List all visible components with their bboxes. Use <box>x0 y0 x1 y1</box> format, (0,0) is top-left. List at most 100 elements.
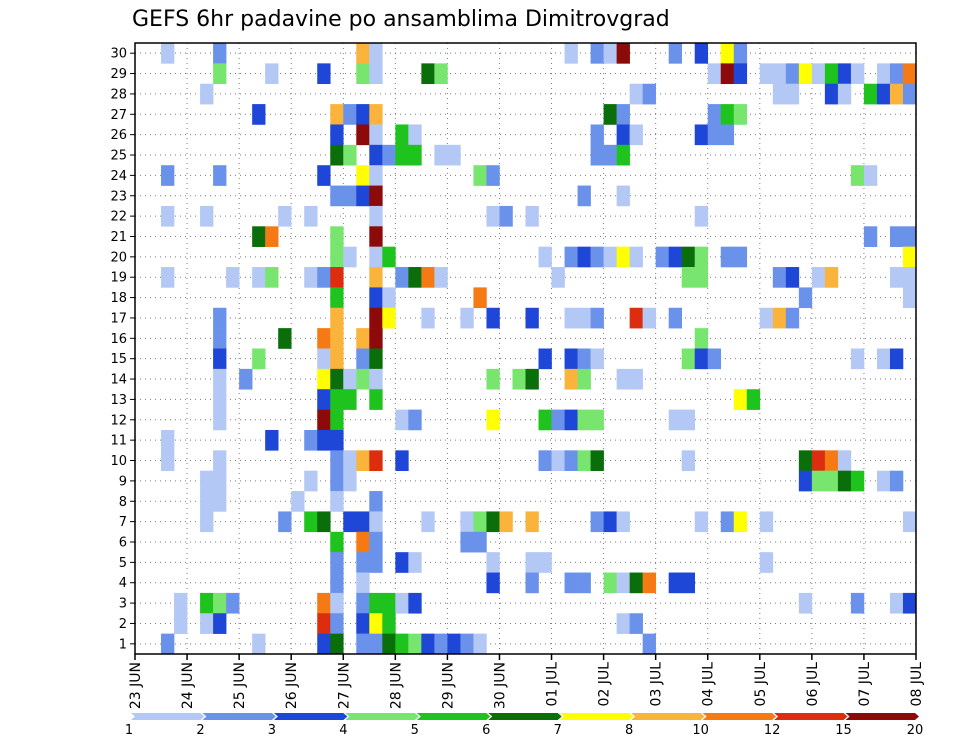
data-cell <box>499 205 513 227</box>
x-tick-label: 27 JUN <box>336 662 352 709</box>
data-cell <box>330 246 344 268</box>
data-cell <box>876 348 891 370</box>
data-cell <box>681 572 696 594</box>
data-cell <box>759 63 774 85</box>
data-cell <box>330 226 344 247</box>
data-cell <box>863 165 878 186</box>
data-cell <box>902 287 917 309</box>
x-tick-label: 30 JUN <box>492 662 508 709</box>
data-cell <box>590 348 604 370</box>
data-cell <box>551 409 565 431</box>
data-cell <box>564 348 578 370</box>
data-cell <box>304 429 318 451</box>
data-cell <box>408 552 422 573</box>
data-cell <box>317 409 331 431</box>
colorbar-swatch <box>131 713 205 720</box>
y-tick-label: 23 <box>110 189 127 204</box>
data-cell <box>694 124 709 146</box>
data-cell <box>252 267 266 288</box>
data-cell <box>200 83 214 105</box>
data-cell <box>213 450 227 471</box>
x-tick-label: 03 JUL <box>649 662 665 707</box>
data-cell <box>369 246 383 268</box>
data-cell <box>356 348 370 370</box>
data-cell <box>889 348 904 370</box>
data-cell <box>642 633 656 655</box>
data-cell <box>577 307 591 329</box>
data-cell <box>564 572 578 594</box>
data-cell <box>616 511 630 533</box>
x-tick-label: 25 JUN <box>232 662 248 709</box>
y-tick-label: 10 <box>110 454 127 469</box>
data-cell <box>499 511 513 533</box>
data-cell <box>629 307 643 329</box>
data-cell <box>759 511 774 533</box>
data-cell <box>577 450 591 471</box>
data-cell <box>824 63 839 85</box>
data-cell <box>265 267 279 288</box>
data-cell <box>850 592 865 614</box>
data-cell <box>213 368 227 390</box>
chart-title: GEFS 6hr padavine po ansamblima Dimitrov… <box>132 7 670 32</box>
data-cell <box>681 450 696 471</box>
data-cell <box>486 368 500 390</box>
data-cell <box>525 511 539 533</box>
data-cell <box>356 124 370 146</box>
data-cell <box>577 409 591 431</box>
data-cell <box>486 511 500 533</box>
y-tick-label: 12 <box>110 413 127 428</box>
data-cell <box>720 124 735 146</box>
data-cell <box>356 572 370 594</box>
y-tick-label: 17 <box>110 311 127 326</box>
data-cell <box>876 63 891 85</box>
data-cell <box>434 144 448 166</box>
colorbar-swatch <box>416 713 491 720</box>
y-tick-label: 4 <box>119 576 127 591</box>
data-cell <box>408 124 422 146</box>
data-cell <box>317 165 331 186</box>
data-cell <box>525 572 539 594</box>
data-cell <box>642 307 656 329</box>
colorbar: 1 2 3 4 5 6 7 8 10 12 15 20 <box>125 713 923 738</box>
data-cell <box>343 389 357 410</box>
data-cell <box>824 267 839 288</box>
data-cell <box>330 368 344 390</box>
colorbar-label: 10 <box>692 723 709 738</box>
data-cell <box>824 83 839 105</box>
data-cell <box>603 572 617 594</box>
data-cell <box>226 592 240 614</box>
data-cell <box>343 368 357 390</box>
data-cell <box>486 409 500 431</box>
data-cell <box>369 267 383 288</box>
data-cell <box>330 287 344 309</box>
data-cell <box>590 124 604 146</box>
data-cell <box>369 511 383 533</box>
data-cell <box>473 287 487 309</box>
data-cell <box>369 613 383 634</box>
data-cell <box>369 144 383 166</box>
data-cell <box>486 307 500 329</box>
data-cell <box>616 144 630 166</box>
y-tick-label: 24 <box>110 169 127 184</box>
data-cell <box>317 63 331 85</box>
data-cell <box>538 348 552 370</box>
data-cell <box>733 63 748 85</box>
y-tick-label: 6 <box>119 535 127 550</box>
data-cell <box>616 613 630 634</box>
data-cell <box>252 104 266 125</box>
data-cell <box>304 205 318 227</box>
data-cell <box>395 552 409 573</box>
data-cell <box>629 368 643 390</box>
data-cell <box>629 124 643 146</box>
data-cell <box>356 185 370 207</box>
data-cell <box>369 63 383 85</box>
data-cell <box>369 592 383 614</box>
data-cell <box>785 83 800 105</box>
data-cell <box>564 409 578 431</box>
data-cell <box>460 511 474 533</box>
data-cell <box>447 144 461 166</box>
data-cell <box>720 43 735 64</box>
data-cell <box>421 267 435 288</box>
data-cell <box>356 104 370 125</box>
data-cell <box>369 205 383 227</box>
